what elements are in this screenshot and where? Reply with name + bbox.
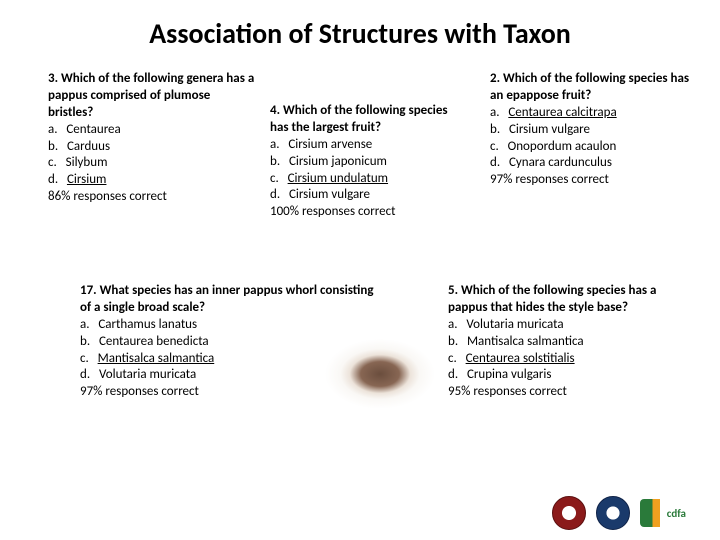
seal-logo-1-icon (552, 496, 586, 530)
q4-opt-c: c. Cirsium undulatum (270, 171, 465, 188)
page-title: Association of Structures with Taxon (0, 0, 720, 61)
q3-response: 86% responses correct (48, 189, 258, 206)
q17-opt-c: c. Mantisalca salmantica (80, 351, 380, 368)
question-2: 2. Which of the following species has an… (490, 71, 690, 189)
q3-opt-a: a. Centaurea (48, 122, 258, 139)
question-3: 3. Which of the following genera has a p… (48, 71, 258, 206)
q5-response: 95% responses correct (448, 384, 688, 401)
q3-opt-b: b. Carduus (48, 139, 258, 156)
q3-text: 3. Which of the following genera has a p… (48, 71, 258, 122)
q5-opt-c: c. Centaurea solstitialis (448, 351, 688, 368)
question-4: 4. Which of the following species has th… (270, 103, 465, 221)
seal-logo-2-icon (596, 496, 630, 530)
q17-options: a. Carthamus lanatus b. Centaurea benedi… (80, 317, 380, 385)
q4-opt-a: a. Cirsium arvense (270, 137, 465, 154)
q3-opt-c: c. Silybum (48, 155, 258, 172)
q4-opt-b: b. Cirsium japonicum (270, 154, 465, 171)
q5-text: 5. Which of the following species has a … (448, 283, 688, 317)
q4-opt-d: d. Cirsium vulgare (270, 187, 465, 204)
q2-opt-c: c. Onopordum acaulon (490, 139, 690, 156)
q2-opt-b: b. Cirsium vulgare (490, 122, 690, 139)
q5-opt-d: d. Crupina vulgaris (448, 367, 688, 384)
q5-opt-b: b. Mantisalca salmantica (448, 334, 688, 351)
footer-logos: cdfa (552, 496, 690, 530)
q2-opt-a: a. Centaurea calcitrapa (490, 105, 690, 122)
q17-text: 17. What species has an inner pappus who… (80, 283, 380, 317)
q5-opt-a: a. Volutaria muricata (448, 317, 688, 334)
q2-options: a. Centaurea calcitrapa b. Cirsium vulga… (490, 105, 690, 173)
q17-response: 97% responses correct (80, 384, 380, 401)
q2-text: 2. Which of the following species has an… (490, 71, 690, 105)
content-area: 3. Which of the following genera has a p… (0, 61, 720, 511)
q3-options: a. Centaurea b. Carduus c. Silybum d. Ci… (48, 122, 258, 190)
q17-opt-d: d. Volutaria muricata (80, 367, 380, 384)
q3-opt-d: d. Cirsium (48, 172, 258, 189)
q4-response: 100% responses correct (270, 204, 465, 221)
q17-opt-b: b. Centaurea benedicta (80, 334, 380, 351)
q2-opt-d: d. Cynara cardunculus (490, 155, 690, 172)
question-5: 5. Which of the following species has a … (448, 283, 688, 401)
q17-opt-a: a. Carthamus lanatus (80, 317, 380, 334)
q2-response: 97% responses correct (490, 172, 690, 189)
question-17: 17. What species has an inner pappus who… (80, 283, 380, 401)
q5-options: a. Volutaria muricata b. Mantisalca salm… (448, 317, 688, 385)
q4-text: 4. Which of the following species has th… (270, 103, 465, 137)
cdfa-logo-icon: cdfa (640, 499, 690, 527)
q4-options: a. Cirsium arvense b. Cirsium japonicum … (270, 137, 465, 205)
